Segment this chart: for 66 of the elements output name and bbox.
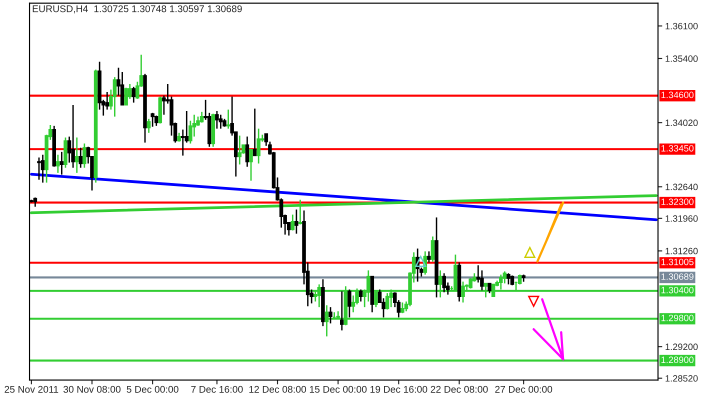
candlestick	[120, 71, 124, 106]
candlestick	[348, 288, 352, 318]
y-tick-label: 1.29200	[666, 344, 698, 350]
candlestick	[200, 111, 204, 124]
candlestick	[71, 104, 75, 168]
y-tick-label: 1.34020	[666, 120, 698, 126]
candlestick	[226, 108, 230, 130]
ref-line-label: 1.32300	[661, 198, 694, 206]
candlestick	[218, 114, 223, 130]
candlestick	[328, 306, 332, 324]
x-tick-label: 19 Dec 16:00	[370, 386, 428, 393]
candlestick	[146, 118, 151, 134]
x-tick-label: 27 Dec 00:00	[495, 386, 552, 393]
candlestick	[215, 110, 219, 130]
candlestick	[442, 272, 446, 293]
x-tick-label: 12 Dec 08:00	[249, 386, 306, 393]
candlestick	[124, 87, 128, 106]
candlestick	[249, 148, 253, 182]
ref-line-label: 1.30400	[661, 286, 694, 294]
ref-line-label: 1.34600	[661, 92, 694, 98]
candlestick	[256, 128, 260, 164]
ref-line-label: 1.31005	[661, 258, 694, 266]
candlestick	[154, 114, 158, 127]
candlestick	[56, 154, 60, 174]
candlestick	[150, 112, 154, 128]
candlestick	[78, 147, 83, 168]
candlestick	[430, 236, 435, 262]
ref-line-label: 1.33450	[661, 145, 694, 152]
y-tick-label: 1.36100	[666, 22, 698, 30]
candlestick	[488, 282, 492, 294]
candlestick	[112, 76, 117, 118]
candlestick	[82, 142, 86, 168]
x-tick-label: 25 Nov 2011	[4, 386, 58, 393]
candlestick	[290, 214, 295, 232]
candlestick	[64, 136, 68, 168]
candlestick	[245, 136, 250, 168]
y-tick-label: 1.32640	[666, 184, 698, 190]
candlestick	[132, 86, 136, 104]
chart-title: EURUSD,H4 1.30725 1.30748 1.30597 1.30689	[32, 5, 242, 14]
ref-line-label: 1.29800	[661, 314, 694, 322]
candlestick	[358, 288, 363, 302]
y-tick-label: 1.31960	[666, 215, 698, 222]
candlestick	[33, 196, 38, 208]
y-tick-label: 1.31260	[666, 248, 698, 254]
candlestick	[427, 250, 431, 264]
candlestick	[480, 270, 484, 292]
x-tick-label: 30 Nov 08:00	[63, 386, 121, 393]
candlestick	[510, 274, 514, 286]
candlestick	[74, 136, 79, 174]
candlestick	[37, 156, 41, 180]
candlestick	[340, 290, 344, 332]
candlestick	[180, 128, 185, 156]
candlestick	[238, 134, 242, 166]
candlestick	[40, 154, 45, 184]
ref-line-label: 1.30689	[661, 273, 694, 280]
x-tick-label: 5 Dec 00:00	[126, 386, 178, 393]
x-tick-label: 22 Dec 08:00	[430, 386, 488, 393]
ref-line-label: 1.28900	[661, 356, 694, 364]
y-tick-label: 1.28520	[666, 375, 698, 382]
candlestick	[294, 208, 298, 234]
candlestick	[252, 108, 257, 156]
y-tick-label: 1.35400	[666, 55, 698, 62]
candlestick	[506, 272, 510, 286]
x-tick-label: 7 Dec 16:00	[191, 386, 243, 393]
x-tick-label: 15 Dec 00:00	[310, 386, 367, 393]
candlestick	[60, 151, 64, 176]
